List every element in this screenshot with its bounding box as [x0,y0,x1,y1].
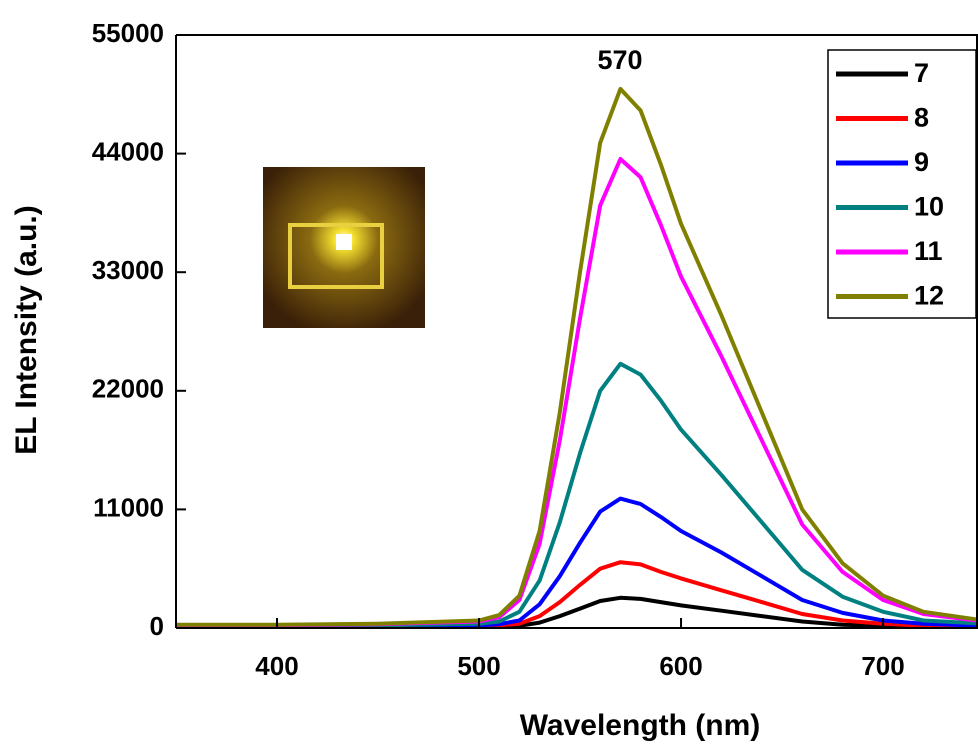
y-tick-label: 22000 [92,374,164,404]
series-line [176,496,978,629]
y-tick-label: 33000 [92,255,164,285]
x-tick-label: 400 [255,651,298,681]
legend-label: 12 [914,281,944,311]
y-axis-title: EL Intensity (a.u.) [10,205,43,454]
legend-label: 9 [914,147,929,177]
x-tick-label: 500 [457,651,500,681]
x-tick-label: 600 [659,651,702,681]
series-line [176,361,978,628]
legend-box [827,49,977,319]
y-tick-label: 44000 [92,136,164,166]
y-tick-label: 0 [150,611,164,641]
inset-photo [263,167,425,328]
x-axis-title: Wavelength (nm) [520,709,761,742]
legend-label: 10 [914,192,944,222]
legend-label: 7 [914,58,929,88]
y-tick-label: 11000 [93,492,164,522]
legend-label: 11 [914,236,943,266]
peak-annotation: 570 [597,45,642,75]
y-tick-label: 55000 [92,18,164,48]
series-line [176,86,978,627]
x-tick-label: 700 [861,651,904,681]
legend-label: 8 [914,103,929,133]
